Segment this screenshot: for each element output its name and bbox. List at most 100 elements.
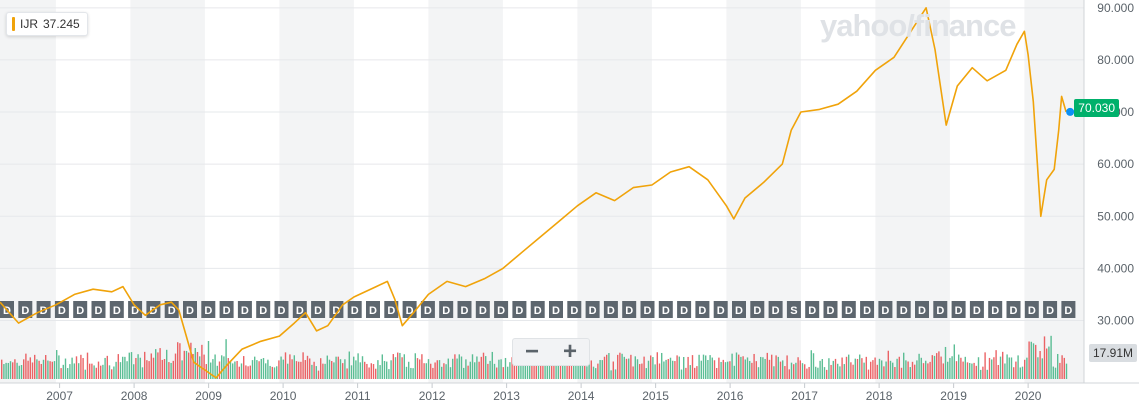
dividend-marker[interactable] [549,301,563,318]
series-legend[interactable]: IJR 37.245 [6,12,88,36]
volume-bar [179,343,181,379]
dividend-marker[interactable] [219,301,234,318]
dividend-marker[interactable] [109,301,124,318]
dividend-marker[interactable] [1061,301,1076,318]
zoom-out-button[interactable]: − [524,338,539,365]
dividend-marker[interactable] [677,301,692,318]
zoom-in-button[interactable]: + [562,338,577,365]
volume-bar [909,367,911,379]
volume-bar [775,355,777,379]
dividend-marker[interactable] [658,301,673,318]
volume-bar [544,365,546,379]
dividend-marker[interactable] [603,301,618,318]
dividend-marker[interactable] [622,301,637,318]
volume-bar [808,366,810,379]
dividend-marker[interactable] [420,301,435,318]
volume-bar [797,357,799,379]
volume-bar [1008,357,1010,379]
dividend-marker[interactable] [823,301,838,318]
dividend-marker[interactable] [988,301,1003,318]
dividend-marker[interactable] [256,301,271,318]
dividend-marker[interactable] [439,301,454,318]
dividend-marker[interactable] [878,301,893,318]
volume-bar [793,364,795,379]
dividend-marker[interactable] [329,301,344,318]
volume-bar [790,362,793,379]
volume-bar [515,361,518,379]
dividend-marker[interactable] [750,301,765,318]
dividend-marker[interactable] [384,301,399,318]
dividend-marker[interactable] [860,301,875,318]
dividend-marker[interactable] [494,301,509,318]
volume-bar [698,354,700,379]
dividend-marker[interactable] [128,301,143,318]
dividend-marker[interactable] [951,301,966,318]
volume-bar [383,360,386,379]
volume-bar [722,359,724,379]
volume-bar [438,360,441,379]
dividend-marker[interactable] [969,301,984,318]
dividend-marker-label: D [1010,305,1018,317]
volume-bar [379,365,381,379]
dividend-marker[interactable] [805,301,820,318]
dividend-marker[interactable] [896,301,911,318]
volume-bar [850,362,852,379]
dividend-marker[interactable] [1006,301,1021,318]
dividend-marker[interactable] [475,301,490,318]
dividend-marker[interactable] [311,301,326,318]
dividend-marker[interactable] [530,301,545,318]
dividend-marker[interactable] [1043,301,1058,318]
volume-bar [740,356,742,379]
dividend-marker[interactable] [933,301,948,318]
dividend-marker[interactable] [457,301,472,318]
volume-bar [265,363,267,379]
volume-bar [1013,367,1015,379]
dividend-marker[interactable] [713,301,728,318]
volume-bar [381,354,383,379]
dividend-marker[interactable] [695,301,710,318]
volume-bar [130,352,133,379]
volume-bar [361,356,364,379]
dividend-marker[interactable] [237,301,252,318]
dividend-marker[interactable] [73,301,88,318]
volume-bar [628,358,630,379]
volume-bar [386,361,388,379]
dividend-marker[interactable] [91,301,106,318]
volume-bar [135,358,137,379]
volume-bar [45,355,47,379]
volume-bar [661,352,663,379]
volume-bar [900,367,903,379]
x-tick-label: 2012 [419,389,446,403]
dividend-marker[interactable] [18,301,33,318]
volume-bar [471,354,474,379]
volume-bar [986,369,988,379]
dividend-marker-label: D [827,305,835,317]
dividend-marker[interactable] [1024,301,1039,318]
dividend-marker[interactable] [183,301,197,318]
volume-bar [925,360,927,379]
dividend-marker[interactable] [512,301,527,318]
dividend-marker[interactable] [585,301,600,318]
volume-bar [247,366,249,379]
dividend-marker-label: D [113,305,121,317]
dividend-marker[interactable] [347,301,362,318]
dividend-marker[interactable] [768,301,783,318]
dividend-marker[interactable] [567,301,582,318]
dividend-marker[interactable] [201,301,216,318]
volume-bar [282,359,284,379]
volume-bar [267,359,269,379]
dividend-marker[interactable] [54,301,69,318]
dividend-marker[interactable] [915,301,929,318]
volume-bar [507,366,509,379]
dividend-marker[interactable] [732,301,746,318]
dividend-marker[interactable] [366,301,380,318]
dividend-marker[interactable] [786,301,801,318]
volume-bar [542,360,544,379]
volume-bar [520,363,522,379]
volume-bar [106,355,108,379]
volume-bar [280,356,282,379]
dividend-marker[interactable] [841,301,856,318]
dividend-marker[interactable] [274,301,289,318]
dividend-marker[interactable] [640,301,655,318]
